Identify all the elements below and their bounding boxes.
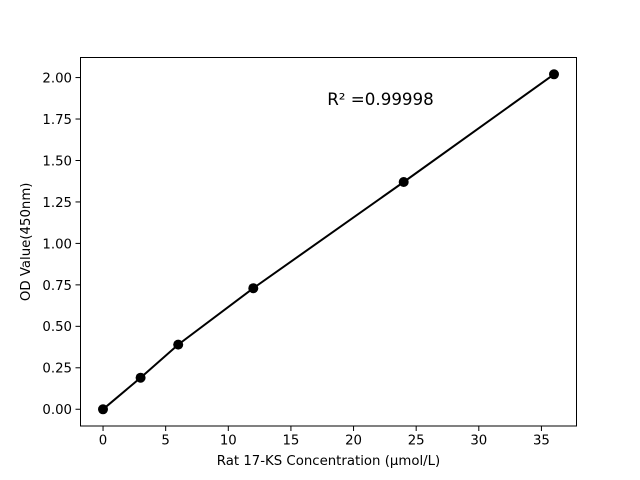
x-axis-label: Rat 17-KS Concentration (μmol/L): [217, 454, 440, 469]
data-point: [248, 283, 259, 294]
x-tick-label: 35: [533, 434, 550, 449]
x-tick-label: 15: [282, 434, 299, 449]
y-axis-label: OD Value(450nm): [19, 183, 34, 302]
r-squared-annotation: R² =0.99998: [327, 89, 434, 109]
x-tick-label: 0: [99, 434, 107, 449]
y-tick-label: 0.50: [42, 320, 72, 335]
x-tick-label: 20: [345, 434, 362, 449]
data-point: [398, 177, 409, 187]
data-point: [549, 69, 559, 80]
y-tick-label: 0.25: [42, 362, 72, 377]
x-tick-label: 25: [408, 434, 425, 449]
data-point: [173, 339, 184, 350]
y-tick-label: 1.50: [42, 154, 72, 169]
y-tick-label: 0.75: [42, 279, 72, 294]
data-point: [135, 372, 146, 383]
fit-line: [102, 73, 555, 411]
x-tick-label: 30: [470, 434, 487, 449]
y-tick-label: 1.25: [42, 196, 72, 211]
data-point: [98, 404, 108, 415]
x-tick-label: 5: [161, 434, 169, 449]
y-tick-label: 1.00: [42, 237, 72, 252]
plot-border: [80, 57, 577, 427]
y-tick-label: 0.00: [42, 403, 72, 418]
y-tick-label: 2.00: [42, 71, 72, 86]
x-tick-label: 10: [220, 434, 237, 449]
y-tick-label: 1.75: [42, 113, 72, 128]
